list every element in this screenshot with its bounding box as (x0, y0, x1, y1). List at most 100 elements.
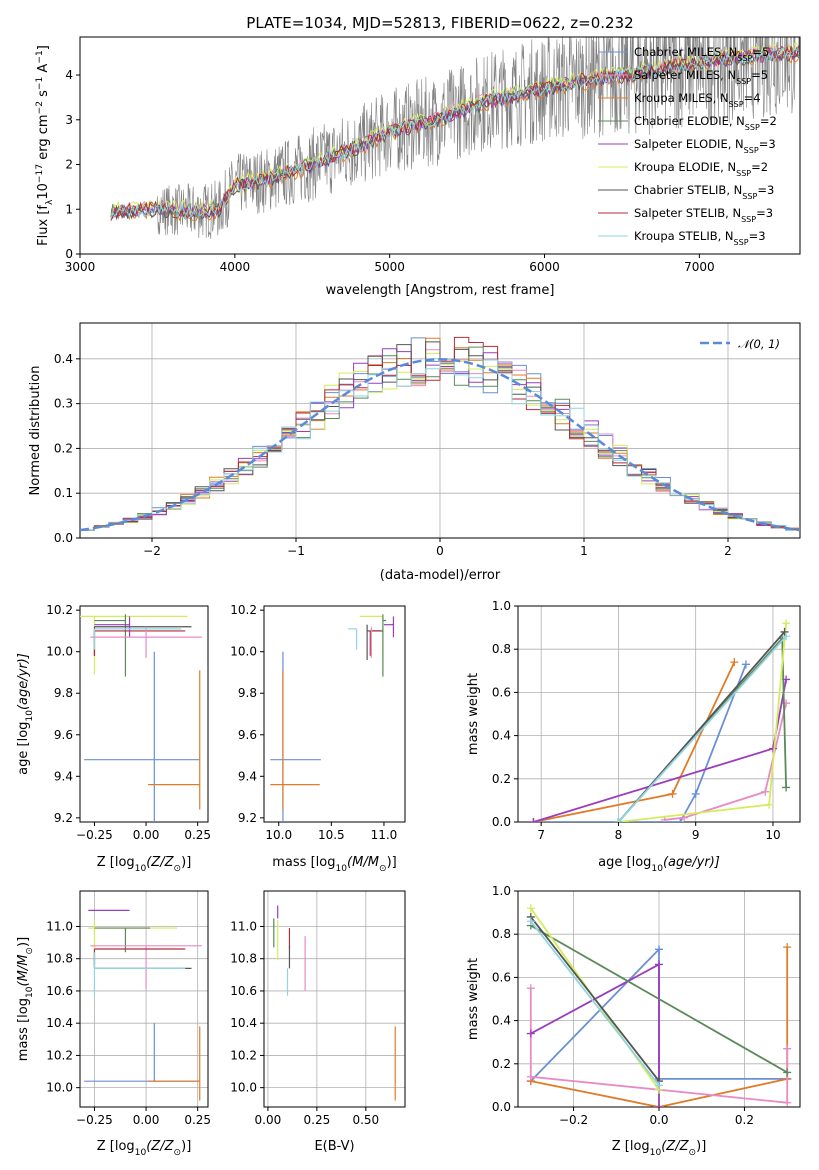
legend-entry: Salpeter MILES, NSSP=5 (634, 68, 768, 86)
x-tick-label: 6000 (529, 260, 560, 274)
y-tick-label: 0.4 (492, 729, 511, 743)
x-tick-label: 0.0 (649, 1113, 668, 1127)
label-part: =5 (751, 68, 768, 82)
axes-frame (263, 890, 406, 1108)
y-tick-label: 10.0 (230, 1081, 257, 1095)
y-tick-label: 9.8 (238, 686, 257, 700)
weight-series (533, 663, 747, 822)
label-part: (Z/Z (661, 1139, 689, 1154)
y-tick-label: 9.2 (54, 811, 73, 825)
weight-marker (668, 789, 677, 798)
weight-series (530, 947, 789, 1107)
model-spectra (110, 42, 799, 222)
weight-marker (765, 800, 774, 809)
x-tick-label: 0.50 (352, 1113, 379, 1127)
legend-entry: Kroupa MILES, NSSP=4 (634, 91, 761, 109)
weight-marker (783, 943, 792, 952)
label-part: mass [log (16, 998, 31, 1061)
weight-marker (782, 632, 791, 641)
label-part: Z [log (97, 1139, 135, 1154)
label-part: 10 (650, 1148, 662, 1158)
label-part: −17 (35, 164, 45, 183)
y-tick-label: 1.0 (492, 599, 511, 613)
label-part: Kroupa MILES, N (634, 91, 729, 105)
label-part: Kroupa ELODIE, N (634, 160, 736, 174)
label-part: SSP (734, 238, 749, 247)
y-axis-label: Flux [fλ10−17 erg cm−2 s−1 A−1] (35, 45, 55, 246)
y-tick-label: 1 (65, 202, 73, 216)
axes-frame (79, 890, 209, 1108)
y-tick-label: 9.4 (54, 769, 73, 783)
y-tick-label: 0.3 (54, 397, 73, 411)
x-tick-label: 11.0 (371, 828, 398, 842)
label-part: ⊙ (689, 1148, 697, 1158)
label-part: =3 (756, 206, 773, 220)
label-part: SSP (736, 169, 751, 178)
mass-age-panel: 10.0 10.5 11.0 9.2 9.4 9.6 9.8 10.0 10.2 mass [lo… (230, 603, 406, 874)
y-tick-label: 10.2 (46, 1048, 73, 1062)
label-part: 10 (335, 864, 347, 874)
label-part: ⊙ (174, 1148, 182, 1158)
weight-marker (741, 660, 750, 669)
axes-frame (263, 605, 406, 823)
spectrum-panel: PLATE=1034, MJD=52813, FIBERID=0622, z=0… (35, 14, 801, 298)
x-tick-label: 0.25 (184, 828, 211, 842)
y-axis-label: mass weight (466, 958, 481, 1040)
label-part: =5 (752, 45, 769, 59)
weight-marker (526, 1072, 535, 1081)
y-tick-label: 0.4 (54, 352, 73, 366)
label-part: =2 (751, 160, 768, 174)
x-tick-label: 7 (537, 828, 545, 842)
label-part: SSP (729, 100, 744, 109)
y-tick-label: 9.6 (54, 728, 73, 742)
x-axis-label: Z [log10(Z/Z⊙)] (612, 1139, 707, 1158)
label-part: (M/M (16, 955, 31, 987)
weight-marker (768, 744, 777, 753)
label-part: Salpeter STELIB, N (634, 206, 741, 220)
x-tick-label: 10 (765, 828, 780, 842)
y-tick-label: 11.0 (46, 919, 73, 933)
label-part: SSP (741, 215, 756, 224)
y-tick-label: 1.0 (492, 884, 511, 898)
weight-marker (526, 1029, 535, 1038)
weight-marker (526, 917, 535, 926)
y-tick-label: 10.2 (230, 603, 257, 617)
x-tick-label: 5000 (374, 260, 405, 274)
weight-series (617, 635, 787, 822)
y-tick-label: 9.8 (54, 686, 73, 700)
weight-marker (655, 960, 663, 969)
x-tick-label: −1 (287, 544, 305, 558)
chart-title: PLATE=1034, MJD=52813, FIBERID=0622, z=0… (246, 14, 633, 32)
legend-entry: Kroupa STELIB, NSSP=3 (634, 229, 766, 247)
label-part: ⊙ (174, 864, 182, 874)
y-tick-label: 0.1 (54, 486, 73, 500)
weight-series (533, 679, 787, 822)
y-tick-label: 0.0 (492, 1100, 511, 1114)
y-tick-label: 0.2 (492, 772, 511, 786)
y-tick-label: 10.2 (230, 1048, 257, 1062)
label-part: −1 (35, 50, 45, 63)
label-part: ] (36, 45, 51, 50)
x-tick-label: 8 (615, 828, 623, 842)
x-tick-label: 4000 (220, 260, 251, 274)
label-part: )] (387, 855, 397, 870)
weight-marker (655, 1103, 663, 1107)
errorbars (80, 614, 202, 822)
y-axis-label: mass weight (466, 673, 481, 755)
label-part: )] (696, 1139, 706, 1154)
weight-series (530, 924, 788, 1074)
residual-histogram (80, 359, 800, 531)
weight-marker (783, 1044, 792, 1053)
label-part: age [log (598, 855, 651, 870)
y-tick-label: 4 (65, 68, 73, 82)
y-tick-label: 10.6 (46, 984, 73, 998)
weight-marker (614, 818, 623, 822)
errorbars (84, 909, 202, 1101)
x-axis-label: mass [log10(M/M⊙)] (272, 855, 396, 874)
label-part: SSP (736, 77, 751, 86)
weight-series (530, 916, 660, 1082)
label-part: 10 (135, 1148, 147, 1158)
y-tick-label: 10.6 (230, 984, 257, 998)
label-part: 10 (25, 710, 35, 722)
y-tick-label: 10.4 (230, 1016, 257, 1030)
